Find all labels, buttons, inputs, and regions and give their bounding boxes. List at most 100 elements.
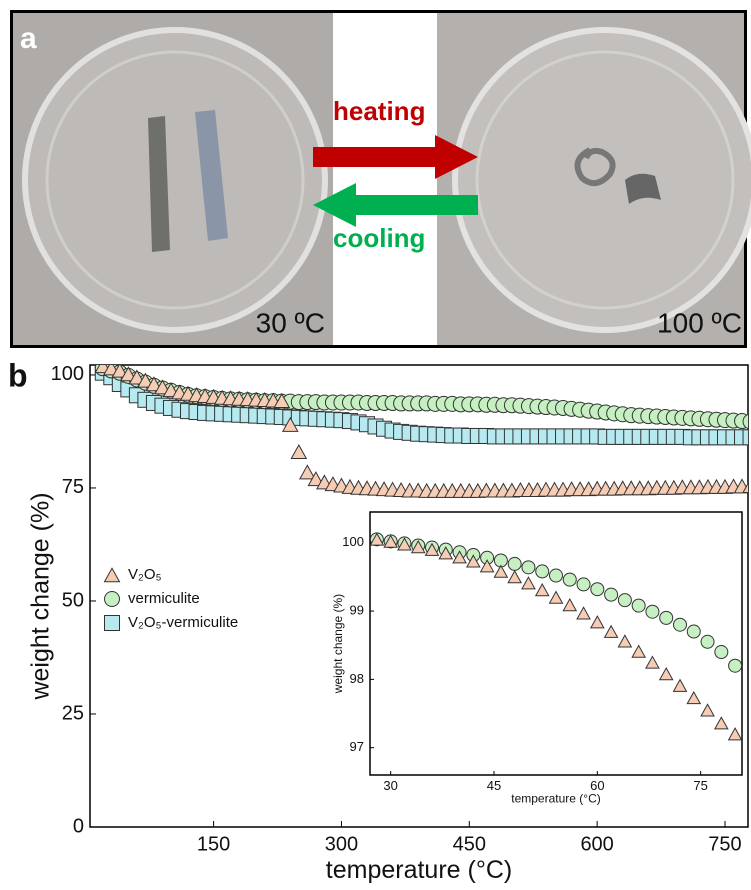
strip — [195, 110, 228, 241]
marker — [452, 550, 467, 564]
y-axis-title: weight change (%) — [331, 594, 345, 694]
marker — [604, 587, 619, 602]
x-tick-label: 750 — [708, 833, 741, 855]
y-tick-label: 100 — [342, 534, 364, 549]
markers — [94, 365, 748, 498]
x-tick-label: 45 — [487, 778, 501, 793]
marker — [658, 667, 674, 681]
marker — [713, 716, 729, 730]
marker — [728, 658, 742, 673]
marker — [397, 537, 412, 551]
x-tick-label: 150 — [197, 833, 230, 855]
marker — [465, 554, 481, 568]
marker — [645, 604, 660, 619]
cooling-label: cooling — [333, 223, 425, 253]
markers — [370, 532, 742, 741]
marker — [535, 564, 550, 579]
marker — [307, 471, 325, 487]
marker — [438, 546, 454, 560]
x-axis-title: temperature (°C) — [511, 791, 601, 805]
marker — [659, 610, 674, 625]
marker — [298, 464, 316, 480]
marker — [383, 534, 399, 548]
heating-label: heating — [333, 96, 425, 126]
marker — [617, 634, 633, 648]
legend-label: V₂O₅ — [128, 566, 162, 583]
x-tick-label: 300 — [325, 833, 358, 855]
marker — [103, 567, 121, 583]
petri-dish-rim — [45, 50, 305, 310]
y-tick-label: 0 — [73, 815, 84, 837]
legend-label: vermiculite — [128, 590, 200, 607]
temperature-label: 100 ºC — [657, 307, 742, 338]
marker — [111, 365, 129, 378]
marker — [290, 444, 308, 460]
marker — [686, 624, 701, 639]
cooling-arrow — [313, 183, 478, 227]
marker — [534, 582, 550, 597]
marker — [645, 655, 660, 669]
petri-dish — [22, 27, 328, 333]
marker — [104, 591, 120, 607]
marker — [603, 624, 619, 638]
marker — [137, 372, 154, 388]
plot-area — [369, 511, 743, 776]
marker — [589, 615, 605, 629]
marker — [521, 560, 536, 575]
marker — [631, 644, 647, 658]
petri-dish-rim — [475, 50, 735, 310]
y-tick-label: 98 — [350, 671, 364, 686]
marker — [493, 564, 509, 578]
marker — [617, 593, 632, 608]
marker — [631, 598, 646, 613]
y-tick-label: 99 — [350, 602, 364, 617]
panel-label: b — [8, 357, 28, 393]
marker — [742, 429, 748, 446]
marker — [154, 379, 171, 395]
chart: 30 45 60 75 97 98 99 100 temperature (°C) weight … — [331, 511, 743, 805]
y-tick-label: 25 — [62, 702, 84, 724]
marker — [507, 570, 523, 584]
x-tick-label: 75 — [693, 778, 707, 793]
marker — [424, 542, 440, 556]
marker — [576, 606, 591, 620]
temperature-label: 30 ºC — [256, 307, 325, 338]
x-tick-label: 60 — [590, 778, 604, 793]
marker — [562, 598, 578, 612]
marker — [281, 416, 299, 432]
x-tick-label: 600 — [580, 833, 613, 855]
marker — [370, 532, 385, 546]
y-tick-label: 100 — [51, 363, 84, 385]
marker — [673, 617, 687, 632]
y-axis-title: weight change (%) — [27, 492, 55, 700]
marker — [700, 703, 715, 717]
marker — [507, 556, 522, 571]
x-tick-label: 30 — [383, 778, 397, 793]
marker — [700, 634, 715, 649]
marker — [590, 582, 605, 597]
heating-arrow — [313, 135, 478, 179]
marker — [120, 366, 137, 382]
x-tick-label: 450 — [453, 833, 486, 855]
marker — [672, 678, 688, 692]
marker — [479, 559, 495, 573]
curled-strip — [574, 147, 616, 187]
marker — [742, 413, 748, 430]
panel-label: a — [20, 22, 37, 55]
marker — [104, 615, 120, 631]
marker — [410, 539, 426, 554]
marker — [576, 577, 591, 592]
photo-gap — [333, 13, 437, 345]
legend-label: V₂O₅-vermiculite — [128, 614, 238, 631]
marker — [521, 576, 536, 590]
curled-strip — [625, 173, 661, 204]
marker — [128, 369, 146, 385]
y-tick-label: 75 — [62, 476, 84, 498]
y-tick-label: 50 — [62, 589, 84, 611]
marker — [548, 590, 564, 604]
photo-panel: heating cooling a 30 ºC 100 ºC — [10, 10, 751, 348]
marker — [742, 482, 748, 493]
marker — [273, 392, 291, 408]
